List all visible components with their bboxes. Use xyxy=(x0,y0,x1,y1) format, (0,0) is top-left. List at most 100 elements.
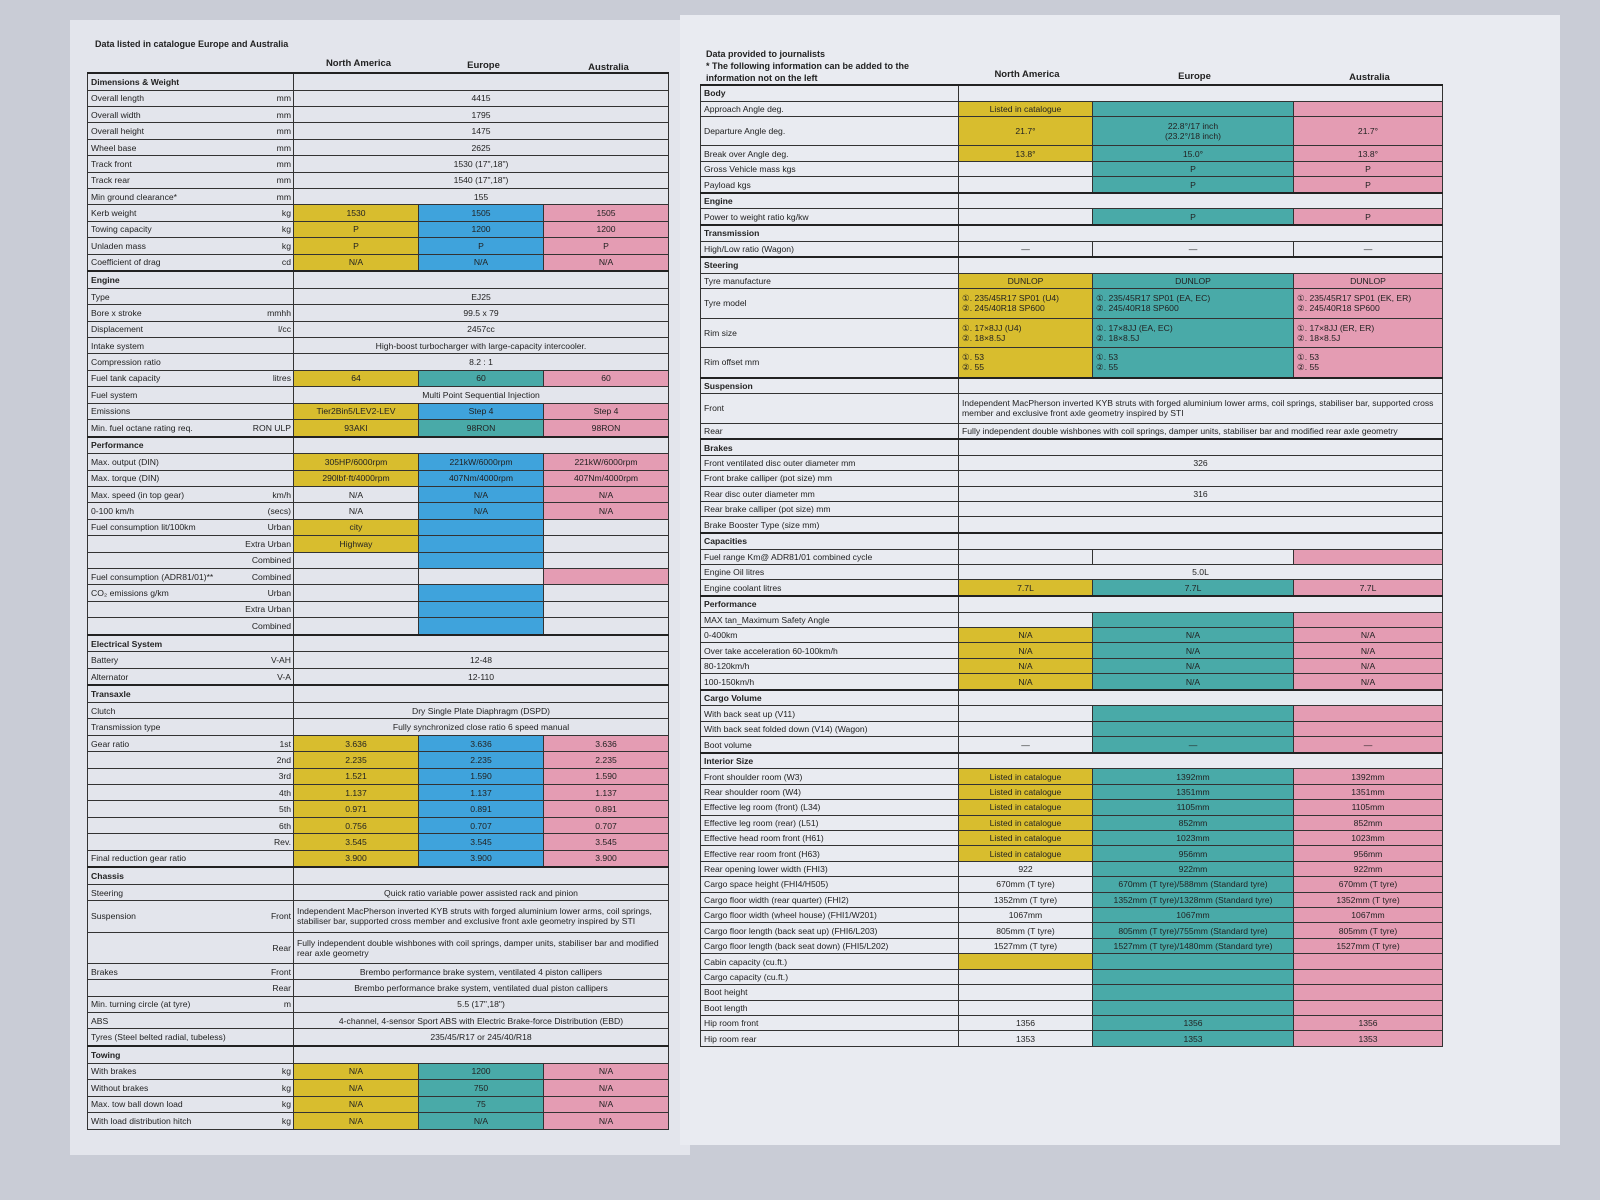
row-label: Without brakes xyxy=(87,1079,238,1097)
row-label: Fuel consumption lit/100km xyxy=(87,518,238,537)
table-row: Tyres (Steel belted radial, tubeless) 235… xyxy=(87,1028,670,1047)
value-australia: N/A xyxy=(1292,627,1444,644)
table-row: 5th 0.971 0.891 0.891 xyxy=(87,800,670,818)
row-unit xyxy=(237,469,294,488)
value-europe: P xyxy=(1092,160,1294,178)
table-row: Battery V-AH 12-48 xyxy=(87,651,670,669)
value-north-america xyxy=(958,611,1093,629)
row-label: Type xyxy=(87,287,238,306)
row-unit xyxy=(237,849,294,868)
row-label: Min ground clearance* xyxy=(87,187,238,206)
table-row: Min. fuel octane rating req. RON ULP 93AKI… xyxy=(87,418,670,438)
row-unit: kg xyxy=(237,204,294,222)
value-europe: 60 xyxy=(418,369,544,388)
table-row: Effective rear room front (H63) Listed in… xyxy=(700,845,1444,862)
value-australia: 805mm (T tyre) xyxy=(1292,922,1444,939)
value-europe: 22.8°/17 inch (23.2°/18 inch) xyxy=(1092,115,1294,147)
value-australia: N/A xyxy=(542,1062,670,1081)
value-europe: 1023mm xyxy=(1092,830,1294,847)
value-all-regions: 12-110 xyxy=(292,667,670,686)
value-europe: N/A xyxy=(1092,657,1294,675)
section-row: Suspension xyxy=(700,376,1444,395)
row-unit: km/h xyxy=(237,486,294,504)
value-north-america: Listed in catalogue xyxy=(958,799,1093,816)
value-europe: ①. 53 ②. 55 xyxy=(1092,346,1294,379)
table-row: Rev. 3.545 3.545 3.545 xyxy=(87,833,670,851)
value-europe: 670mm (T tyre)/588mm (Standard tyre) xyxy=(1092,876,1294,893)
value-australia: P xyxy=(1292,208,1444,226)
right-col-north-america: North America xyxy=(994,69,1060,80)
value-australia: 1356 xyxy=(1292,1014,1444,1032)
row-label: Break over Angle deg. xyxy=(700,145,959,162)
value-australia xyxy=(542,584,670,602)
value-europe: 1353 xyxy=(1092,1030,1294,1047)
row-label: Approach Angle deg. xyxy=(700,100,959,118)
row-label: Bore x stroke xyxy=(87,304,238,322)
value-australia xyxy=(1292,705,1444,722)
table-row: Max. tow ball down load kg N/A 75 N/A xyxy=(87,1095,670,1113)
table-row: ABS 4-channel, 4-sensor Sport ABS with El… xyxy=(87,1012,670,1030)
value-north-america: 2.235 xyxy=(293,751,419,769)
row-unit: mm xyxy=(237,138,294,157)
value-europe: 1067mm xyxy=(1092,907,1294,924)
section-title: Suspension xyxy=(700,376,959,395)
value-europe: 1.137 xyxy=(418,784,544,802)
row-label xyxy=(87,600,238,619)
value-north-america: Listed in catalogue xyxy=(958,783,1093,801)
table-row: Approach Angle deg. Listed in catalogue xyxy=(700,100,1444,118)
value-europe: N/A xyxy=(1092,642,1294,659)
row-unit: (secs) xyxy=(237,502,294,520)
value-australia: N/A xyxy=(542,253,670,272)
table-row: Steering Quick ratio variable power assis… xyxy=(87,883,670,902)
row-label xyxy=(87,551,238,569)
row-unit: 2nd xyxy=(237,751,294,769)
value-europe: 1392mm xyxy=(1092,768,1294,785)
table-row: Tyre manufacture DUNLOP DUNLOP DUNLOP xyxy=(700,272,1444,290)
table-row: Boot length xyxy=(700,999,1444,1016)
value-north-america: N/A xyxy=(293,1079,419,1097)
value-australia: 407Nm/4000rpm xyxy=(542,469,670,488)
value-australia: 221kW/6000rpm xyxy=(542,453,670,471)
row-label: Power to weight ratio kg/kw xyxy=(700,208,959,226)
value-australia: N/A xyxy=(1292,642,1444,659)
table-row: 2nd 2.235 2.235 2.235 xyxy=(87,751,670,769)
value-all-regions: 235/45/R17 or 245/40/R18 xyxy=(292,1028,670,1047)
row-label: Transmission type xyxy=(87,718,238,736)
value-north-america xyxy=(958,720,1093,738)
section-blank xyxy=(292,71,670,91)
row-label: Kerb weight xyxy=(87,204,238,222)
row-label: Final reduction gear ratio xyxy=(87,849,238,868)
section-row: Performance xyxy=(87,435,670,455)
value-europe: 15.0° xyxy=(1092,145,1294,162)
table-row: Break over Angle deg. 13.8° 15.0° 13.8° xyxy=(700,145,1444,162)
value-europe: N/A xyxy=(1092,627,1294,644)
value-north-america: 1353 xyxy=(958,1030,1093,1047)
value-europe: 852mm xyxy=(1092,814,1294,832)
section-title: Interior Size xyxy=(700,751,959,770)
table-row: With back seat up (V11) xyxy=(700,705,1444,722)
row-label: Track front xyxy=(87,155,238,173)
value-europe: — xyxy=(1092,736,1294,754)
section-row: Towing xyxy=(87,1045,670,1064)
row-unit xyxy=(237,883,294,902)
row-label: With back seat up (V11) xyxy=(700,705,959,722)
value-north-america: 1352mm (T tyre) xyxy=(958,891,1093,909)
value-australia: N/A xyxy=(1292,657,1444,675)
row-label: Cabin capacity (cu.ft.) xyxy=(700,953,959,970)
value-all-regions: 4-channel, 4-sensor Sport ABS with Elect… xyxy=(292,1012,670,1030)
section-title: Dimensions & Weight xyxy=(87,71,294,91)
table-row: Effective head room front (H61) Listed in… xyxy=(700,830,1444,847)
table-row: Front ventilated disc outer diameter mm 3… xyxy=(700,454,1444,472)
row-label xyxy=(87,816,238,835)
row-label: Fuel range Km@ ADR81/01 combined cycle xyxy=(700,548,959,566)
row-unit: 3rd xyxy=(237,767,294,786)
row-unit: RON ULP xyxy=(237,418,294,438)
row-label xyxy=(87,535,238,553)
table-row: Cargo floor length (back seat up) (FHI6/… xyxy=(700,922,1444,939)
value-north-america: 290lbf·ft/4000rpm xyxy=(293,469,419,488)
value-all-regions: 2625 xyxy=(292,138,670,157)
section-blank xyxy=(957,751,1444,770)
table-row: Front Independent MacPherson inverted KYB… xyxy=(700,393,1444,424)
value-europe: N/A xyxy=(418,502,544,520)
value-australia: 60 xyxy=(542,369,670,388)
